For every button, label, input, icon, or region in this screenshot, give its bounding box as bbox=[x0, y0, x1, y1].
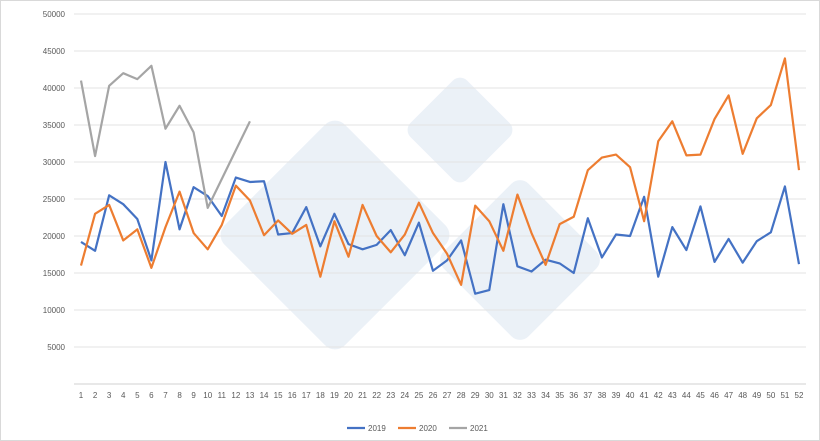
x-tick-label: 38 bbox=[597, 391, 606, 400]
y-tick-label: 30000 bbox=[43, 158, 66, 167]
x-tick-label: 51 bbox=[780, 391, 789, 400]
x-tick-label: 12 bbox=[231, 391, 240, 400]
x-tick-label: 21 bbox=[358, 391, 367, 400]
y-tick-label: 35000 bbox=[43, 121, 66, 130]
x-tick-label: 30 bbox=[485, 391, 494, 400]
y-tick-label: 15000 bbox=[43, 269, 66, 278]
y-tick-label: 5000 bbox=[47, 343, 65, 352]
x-tick-label: 27 bbox=[443, 391, 452, 400]
x-tick-label: 2 bbox=[93, 391, 98, 400]
x-tick-label: 8 bbox=[177, 391, 182, 400]
x-tick-label: 35 bbox=[555, 391, 564, 400]
series-line-2019 bbox=[80, 160, 801, 295]
x-tick-label: 15 bbox=[274, 391, 283, 400]
x-tick-label: 50 bbox=[766, 391, 775, 400]
x-tick-label: 22 bbox=[372, 391, 381, 400]
x-tick-label: 14 bbox=[260, 391, 269, 400]
x-tick-label: 11 bbox=[218, 391, 227, 400]
legend-label: 2020 bbox=[419, 424, 437, 433]
y-tick-label: 45000 bbox=[43, 47, 66, 56]
x-tick-label: 3 bbox=[107, 391, 112, 400]
x-tick-label: 41 bbox=[640, 391, 649, 400]
x-tick-label: 18 bbox=[316, 391, 325, 400]
x-tick-label: 7 bbox=[163, 391, 168, 400]
x-tick-label: 19 bbox=[330, 391, 339, 400]
x-tick-label: 49 bbox=[752, 391, 761, 400]
x-tick-label: 26 bbox=[429, 391, 438, 400]
watermark-logo bbox=[220, 77, 600, 350]
x-tick-label: 44 bbox=[682, 391, 691, 400]
x-tick-label: 34 bbox=[541, 391, 550, 400]
y-tick-label: 40000 bbox=[43, 84, 66, 93]
x-tick-label: 20 bbox=[344, 391, 353, 400]
series-line-2020 bbox=[79, 57, 801, 286]
x-tick-label: 10 bbox=[203, 391, 212, 400]
x-tick-label: 32 bbox=[513, 391, 522, 400]
x-tick-label: 29 bbox=[471, 391, 480, 400]
x-tick-label: 24 bbox=[400, 391, 409, 400]
x-tick-label: 5 bbox=[135, 391, 140, 400]
x-tick-label: 42 bbox=[654, 391, 663, 400]
y-tick-label: 10000 bbox=[43, 306, 66, 315]
x-tick-label: 47 bbox=[724, 391, 733, 400]
x-tick-label: 25 bbox=[414, 391, 423, 400]
x-tick-label: 17 bbox=[302, 391, 311, 400]
x-tick-label: 43 bbox=[668, 391, 677, 400]
x-tick-label: 39 bbox=[612, 391, 621, 400]
x-tick-label: 4 bbox=[121, 391, 126, 400]
y-tick-label: 25000 bbox=[43, 195, 66, 204]
x-tick-label: 52 bbox=[795, 391, 804, 400]
x-tick-label: 46 bbox=[710, 391, 719, 400]
x-tick-label: 40 bbox=[626, 391, 635, 400]
x-tick-label: 28 bbox=[457, 391, 466, 400]
x-tick-label: 6 bbox=[149, 391, 154, 400]
legend-label: 2019 bbox=[368, 424, 386, 433]
y-tick-label: 20000 bbox=[43, 232, 66, 241]
y-tick-label: 50000 bbox=[43, 10, 66, 19]
x-tick-label: 1 bbox=[79, 391, 84, 400]
x-tick-label: 37 bbox=[583, 391, 592, 400]
x-tick-label: 23 bbox=[386, 391, 395, 400]
x-tick-label: 31 bbox=[499, 391, 508, 400]
x-tick-label: 16 bbox=[288, 391, 297, 400]
x-tick-label: 33 bbox=[527, 391, 536, 400]
legend-label: 2021 bbox=[470, 424, 488, 433]
x-tick-label: 48 bbox=[738, 391, 747, 400]
x-tick-label: 9 bbox=[191, 391, 196, 400]
series-line-2021 bbox=[79, 64, 251, 209]
x-tick-label: 36 bbox=[569, 391, 578, 400]
x-tick-label: 13 bbox=[245, 391, 254, 400]
x-tick-label: 45 bbox=[696, 391, 705, 400]
